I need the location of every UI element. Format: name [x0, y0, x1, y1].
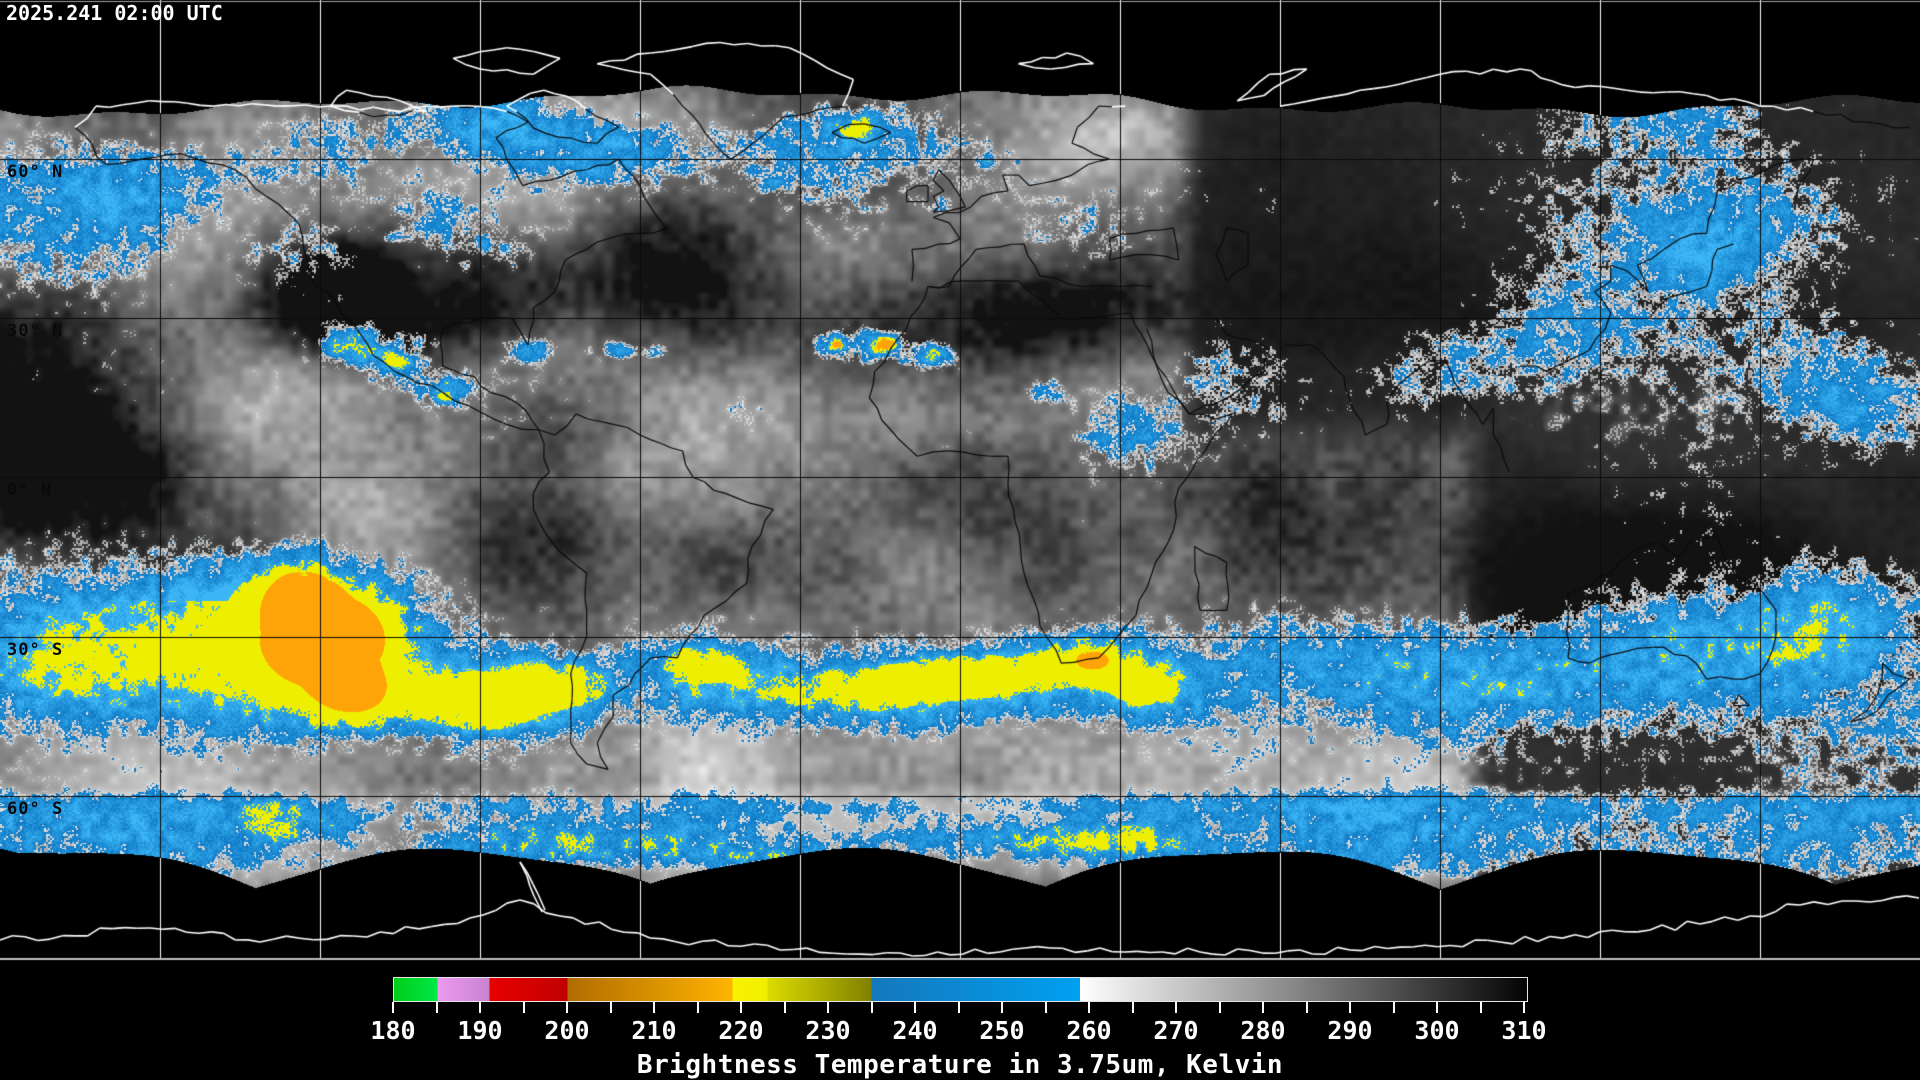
colorbar-tick — [1349, 1002, 1351, 1013]
colorbar-tick-label: 300 — [1414, 1016, 1460, 1045]
colorbar-tick — [479, 1002, 481, 1013]
colorbar-tick — [957, 1002, 960, 1013]
latitude-label: 60° S — [7, 799, 64, 819]
colorbar-tick-label: 260 — [1066, 1016, 1112, 1045]
colorbar-tick — [827, 1002, 829, 1013]
colorbar-tick-label: 250 — [979, 1016, 1025, 1045]
colorbar-tick — [914, 1002, 916, 1013]
colorbar-tick-label: 230 — [805, 1016, 851, 1045]
colorbar-tick — [1218, 1002, 1221, 1013]
colorbar-tick — [1001, 1002, 1003, 1013]
colorbar-tick-label: 210 — [631, 1016, 677, 1045]
colorbar — [393, 977, 1528, 1002]
colorbar-tick — [653, 1002, 655, 1013]
colorbar-tick-label: 220 — [718, 1016, 764, 1045]
colorbar-tick-label: 180 — [370, 1016, 416, 1045]
timestamp: 2025.241 02:00 UTC — [6, 1, 223, 25]
colorbar-tick — [1262, 1002, 1264, 1013]
colorbar-tick — [1436, 1002, 1438, 1013]
latitude-label: 30° N — [7, 321, 64, 341]
colorbar-tick — [1392, 1002, 1395, 1013]
colorbar-tick — [783, 1002, 786, 1013]
colorbar-tick-label: 240 — [892, 1016, 938, 1045]
colorbar-tick — [740, 1002, 742, 1013]
latitude-label: 30° S — [7, 640, 64, 660]
colorbar-tick — [522, 1002, 525, 1013]
latitude-label: 60° N — [7, 162, 64, 182]
colorbar-legend: 180 190 200 210 220 230 240 250 260 270 280 290 300 3… — [0, 962, 1920, 1080]
colorbar-tick — [609, 1002, 612, 1013]
colorbar-tick-label: 270 — [1153, 1016, 1199, 1045]
colorbar-tick — [1131, 1002, 1134, 1013]
colorbar-title: Brightness Temperature in 3.75um, Kelvin — [636, 1050, 1284, 1080]
colorbar-tick — [1175, 1002, 1177, 1013]
colorbar-tick — [1044, 1002, 1047, 1013]
colorbar-tick — [870, 1002, 873, 1013]
latitude-label: 0° N — [7, 480, 52, 500]
colorbar-tick — [1088, 1002, 1090, 1013]
colorbar-tick-label: 280 — [1240, 1016, 1286, 1045]
colorbar-tick-label: 190 — [457, 1016, 503, 1045]
colorbar-tick-label: 200 — [544, 1016, 590, 1045]
colorbar-tick — [435, 1002, 438, 1013]
colorbar-tick-label: 290 — [1327, 1016, 1373, 1045]
colorbar-tick — [566, 1002, 568, 1013]
colorbar-tick — [1523, 1002, 1525, 1013]
colorbar-tick-label: 310 — [1501, 1016, 1547, 1045]
colorbar-tick — [1479, 1002, 1482, 1013]
colorbar-tick — [1305, 1002, 1308, 1013]
colorbar-tick — [696, 1002, 699, 1013]
world-satellite-map-canvas — [0, 0, 1920, 962]
colorbar-tick — [392, 1002, 394, 1013]
